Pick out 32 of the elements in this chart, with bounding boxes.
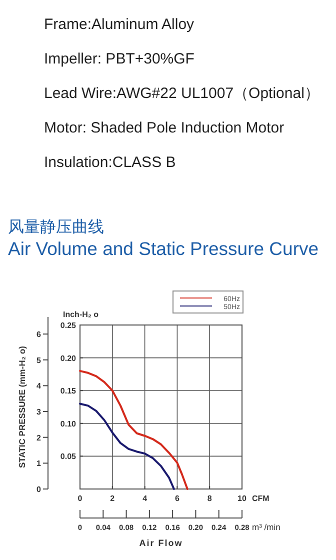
y2-axis-title: STATIC PRESSURE (mm-H₂ o): [17, 346, 27, 468]
y-tick-label: 0.05: [60, 452, 77, 462]
y2-tick-label: 1: [36, 459, 42, 468]
x-tick-label: 0: [78, 494, 83, 503]
x-tick-label: 6: [174, 494, 180, 503]
x-axis-title: CFM: [252, 494, 270, 503]
y-tick-label: 0.15: [60, 386, 77, 396]
y-tick-label: 0.25: [60, 321, 77, 330]
x-tick-label: 4: [142, 494, 148, 503]
x-tick-label: 10: [238, 494, 247, 503]
y2-tick-label: 6: [36, 330, 42, 340]
y-axis-title: Inch-H₂ o: [63, 310, 99, 319]
y2-tick-label: 2: [36, 433, 42, 442]
text: Impeller: PBT+30%GF: [44, 50, 194, 68]
chart-title: 风量静压曲线: [8, 218, 104, 236]
text: Motor: Shaded Pole Induction Motor: [44, 120, 284, 136]
text: Frame:Aluminum Alloy: [44, 16, 195, 33]
text: Lead Wire:AWG#22 UL1007（Optional）: [44, 85, 320, 102]
y-tick-label: 0.20: [60, 354, 77, 363]
y2-tick-label: 4: [36, 382, 42, 391]
line-series: [79, 370, 188, 490]
x2-axis-title: m³ /min: [252, 522, 281, 532]
chart-subtitle: Air Volume and Static Pressure Curve: [8, 238, 319, 259]
text: Air Flow: [139, 538, 183, 548]
x-tick-label: 2: [110, 494, 116, 503]
y-tick-label: 0.10: [60, 419, 77, 428]
text: Insulation:CLASS B: [44, 154, 176, 171]
y2-tick-label: 5: [36, 356, 42, 365]
x-tick-label: 8: [207, 494, 212, 503]
line-series: [79, 402, 175, 490]
y2-tick-label: 0: [36, 485, 42, 494]
y2-tick-label: 3: [36, 408, 42, 417]
